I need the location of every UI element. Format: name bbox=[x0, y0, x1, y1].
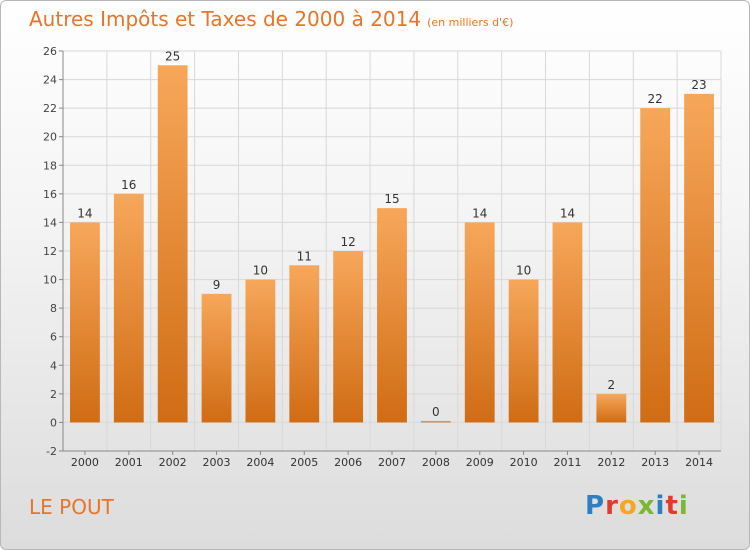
bar-2001[interactable] bbox=[113, 193, 144, 423]
bar-2008[interactable] bbox=[420, 420, 451, 423]
y-tick-label: 18 bbox=[43, 159, 57, 172]
data-label-2000: 14 bbox=[77, 206, 92, 220]
logo-letter: t bbox=[665, 491, 679, 521]
data-label-2013: 22 bbox=[648, 92, 663, 106]
y-tick-label: 8 bbox=[50, 302, 57, 315]
y-tick-label: 0 bbox=[50, 416, 57, 429]
bar-2004[interactable] bbox=[245, 279, 276, 423]
chart-title: Autres Impôts et Taxes de 2000 à 2014 (en… bbox=[29, 7, 513, 31]
bar-2002[interactable] bbox=[157, 65, 188, 423]
bar-2003[interactable] bbox=[201, 293, 232, 423]
y-tick-label: 10 bbox=[43, 274, 57, 287]
bar-2012[interactable] bbox=[596, 393, 627, 423]
data-label-2011: 14 bbox=[560, 206, 575, 220]
proxiti-logo[interactable]: Proxiti bbox=[585, 491, 689, 521]
y-tick-label: 16 bbox=[43, 188, 57, 201]
y-tick-label: 14 bbox=[43, 216, 57, 229]
y-tick-label: 24 bbox=[43, 74, 57, 87]
chart-title-text: Autres Impôts et Taxes de 2000 à 2014 bbox=[29, 7, 422, 31]
data-label-2014: 23 bbox=[691, 78, 706, 92]
bar-2011[interactable] bbox=[552, 222, 583, 423]
x-tick-label-2006: 2006 bbox=[334, 456, 362, 469]
data-label-2004: 10 bbox=[253, 264, 268, 278]
logo-letter: i bbox=[655, 491, 666, 521]
x-tick-label-2013: 2013 bbox=[641, 456, 669, 469]
bar-2013[interactable] bbox=[640, 108, 671, 423]
x-tick-label-2002: 2002 bbox=[159, 456, 187, 469]
bar-2000[interactable] bbox=[70, 222, 100, 423]
data-label-2008: 0 bbox=[432, 405, 440, 419]
data-label-2009: 14 bbox=[472, 206, 487, 220]
logo-letter: x bbox=[637, 491, 656, 521]
data-label-2002: 25 bbox=[165, 49, 180, 63]
logo-letter: P bbox=[585, 491, 606, 521]
data-label-2010: 10 bbox=[516, 264, 531, 278]
data-label-2005: 11 bbox=[297, 249, 312, 263]
bar-2006[interactable] bbox=[333, 251, 364, 423]
bar-2009[interactable] bbox=[464, 222, 495, 423]
x-tick-label-2011: 2011 bbox=[553, 456, 581, 469]
bar-2005[interactable] bbox=[289, 265, 320, 423]
commune-name: LE POUT bbox=[29, 495, 114, 519]
x-tick-label-2001: 2001 bbox=[115, 456, 143, 469]
y-tick-label: 22 bbox=[43, 102, 57, 115]
chart-unit: (en milliers d'€) bbox=[427, 16, 514, 29]
data-label-2007: 15 bbox=[384, 192, 399, 206]
y-tick-label: 26 bbox=[43, 45, 57, 58]
logo-letter: o bbox=[618, 491, 638, 521]
logo-letter: i bbox=[678, 491, 689, 521]
x-tick-label-2007: 2007 bbox=[378, 456, 406, 469]
y-tick-label: 20 bbox=[43, 131, 57, 144]
data-label-2012: 2 bbox=[608, 378, 616, 392]
y-tick-label: -2 bbox=[46, 445, 57, 458]
logo-letter: r bbox=[605, 491, 619, 521]
bar-2014[interactable] bbox=[684, 93, 714, 423]
x-tick-label-2014: 2014 bbox=[685, 456, 713, 469]
data-label-2003: 9 bbox=[213, 278, 221, 292]
x-tick-label-2008: 2008 bbox=[422, 456, 450, 469]
data-label-2006: 12 bbox=[340, 235, 355, 249]
x-tick-label-2009: 2009 bbox=[466, 456, 494, 469]
y-tick-label: 4 bbox=[50, 359, 57, 372]
y-tick-label: 6 bbox=[50, 331, 57, 344]
bar-2007[interactable] bbox=[377, 208, 407, 423]
x-tick-label-2005: 2005 bbox=[290, 456, 318, 469]
x-tick-label-2003: 2003 bbox=[203, 456, 231, 469]
y-tick-label: 2 bbox=[50, 388, 57, 401]
x-tick-label-2004: 2004 bbox=[246, 456, 274, 469]
x-tick-label-2010: 2010 bbox=[510, 456, 538, 469]
x-tick-label-2000: 2000 bbox=[71, 456, 99, 469]
bar-2010[interactable] bbox=[508, 279, 539, 423]
data-label-2001: 16 bbox=[121, 178, 136, 192]
y-tick-label: 12 bbox=[43, 245, 57, 258]
x-tick-label-2012: 2012 bbox=[597, 456, 625, 469]
